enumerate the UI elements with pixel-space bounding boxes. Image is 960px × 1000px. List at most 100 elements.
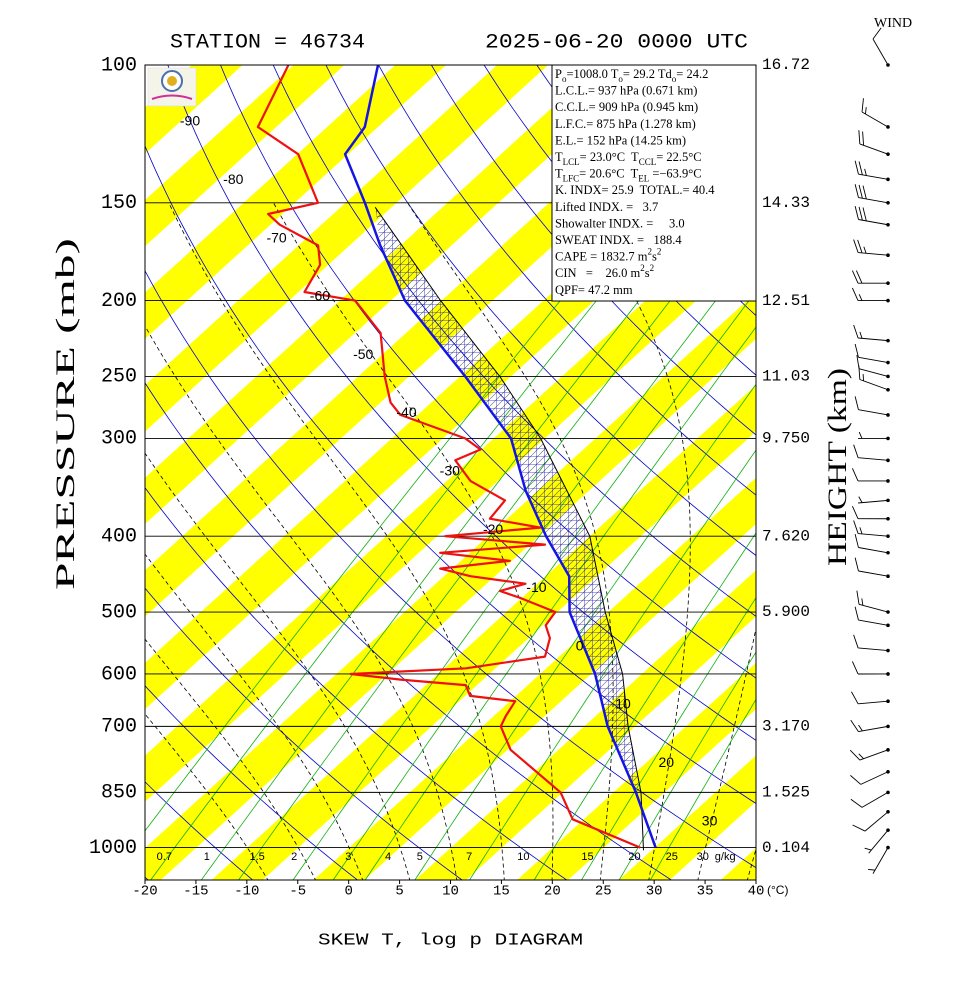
mixing-ratio-line [618, 651, 756, 880]
barb-dot [886, 748, 890, 752]
dry-adiabat [145, 382, 672, 880]
info-text: Lifted INDX. = 3.7 [555, 200, 658, 214]
info-text: P [555, 67, 562, 81]
wind-barb [856, 590, 890, 614]
barb-staff [853, 444, 889, 461]
date-title: 2025-06-20 0000 UTC [485, 31, 748, 54]
info-row: Showalter INDX. = 3.0 [555, 216, 685, 230]
info-row: TLCL= 23.0°C TCCL= 22.5°C [555, 150, 702, 167]
barb-dot [886, 828, 890, 832]
y2-tick-label: 14.33 [762, 194, 810, 212]
wind-barb [851, 287, 890, 303]
dry-adiabat [145, 587, 463, 880]
isotherm-band [619, 755, 756, 880]
y-axis-title: PRESSURE (mb) [51, 238, 80, 590]
x-tick-label: -10 [234, 884, 259, 900]
info-row: Lifted INDX. = 3.7 [555, 200, 658, 214]
wind-barb [868, 845, 890, 874]
wind-barb [854, 534, 890, 555]
info-text: 2 [657, 247, 662, 257]
profile-line [256, 65, 641, 849]
wind-barb [854, 160, 890, 182]
barb-staff [857, 431, 889, 439]
info-text: 2 [650, 263, 655, 273]
barb-dot [886, 648, 890, 653]
wind-barb [857, 431, 890, 441]
isotherm-label: -10 [526, 579, 546, 595]
barb-dot [886, 724, 890, 729]
overlay: 100150200250300400500600700850100016.721… [89, 54, 810, 899]
mixing-ratio-label: 5 [417, 851, 423, 863]
mixing-ratio-line [414, 383, 756, 880]
barb-dot [886, 387, 890, 392]
y2-axis-title: HEIGHT (km) [823, 368, 852, 566]
mixing-ratio-line [332, 290, 756, 880]
dry-adiabat [145, 144, 756, 804]
profile-line [343, 65, 657, 849]
x-unit: (°C) [767, 883, 788, 897]
x-tick-label: -15 [183, 884, 208, 900]
wind-barb [851, 468, 890, 483]
info-row: Po=1008.0 To= 29.2 Tdo= 24.2 [555, 67, 708, 84]
isotherm-band [720, 848, 756, 880]
barb-staff [851, 287, 889, 302]
barb-dot [886, 177, 890, 182]
barb-dot [886, 479, 890, 483]
barb-staff [854, 160, 889, 180]
mixing-ratio-label: 1 [204, 851, 210, 863]
x-tick-label: -20 [132, 884, 157, 900]
isotherm-band [145, 65, 345, 247]
info-row: C.C.L.= 909 hPa (0.945 km) [555, 100, 698, 114]
barb-staff [850, 719, 889, 733]
wind-barb [850, 790, 890, 808]
info-text: o [618, 74, 623, 84]
barb-staff [849, 749, 889, 761]
x-tick-label: 30 [646, 884, 663, 900]
wind-barb [854, 184, 890, 205]
wind-barb [854, 396, 890, 417]
isotherm-label: -70 [266, 229, 286, 245]
isotherm-label: -60 [310, 288, 330, 304]
barb-dot [886, 360, 890, 365]
isotherm-band [145, 200, 756, 802]
y2-tick-label: 16.72 [762, 56, 810, 74]
mixing-ratio-label: 25 [666, 851, 678, 863]
wind-barb [858, 365, 890, 392]
barb-staff [858, 365, 889, 391]
profile-line [374, 207, 644, 851]
station-title: STATION = 46734 [170, 31, 365, 54]
isotherm-label: 30 [702, 812, 718, 828]
info-text: = 23.0°C T [580, 150, 639, 164]
barb-dot [886, 574, 890, 579]
barb-dot [886, 413, 890, 417]
y2-tick-label: 3.170 [762, 718, 810, 736]
x-tick-label: 25 [595, 884, 612, 900]
info-row: CAPE = 1832.7 m2s2 [555, 247, 661, 264]
x-tick-label: 40 [748, 884, 765, 900]
barb-dot [886, 534, 890, 538]
info-text: K. INDX= 25.9 TOTAL.= 40.4 [555, 183, 715, 197]
moist-adiabat [145, 713, 269, 880]
isotherm-band [415, 570, 756, 880]
isotherm-label: 20 [659, 754, 675, 770]
moist-adiabat [145, 325, 458, 880]
barb-dot [886, 809, 890, 814]
dry-adiabat [167, 65, 756, 741]
info-row: L.C.L.= 937 hPa (0.671 km) [555, 83, 697, 97]
dry-adiabat [325, 65, 756, 557]
y2-tick-label: 11.03 [762, 368, 810, 386]
wind-barb [851, 691, 890, 705]
barb-dot [886, 845, 890, 850]
x-tick-label: 35 [697, 884, 714, 900]
barb-dot [886, 458, 890, 463]
y-tick-label: 250 [101, 366, 137, 389]
barb-staff [851, 505, 889, 520]
barb-staff [858, 130, 889, 155]
y2-tick-label: 5.900 [762, 603, 810, 621]
mixing-ratio-line [650, 698, 756, 880]
dry-adiabat [145, 269, 756, 869]
barb-staff [854, 396, 889, 416]
info-box [551, 64, 757, 302]
barb-staff [854, 206, 889, 226]
